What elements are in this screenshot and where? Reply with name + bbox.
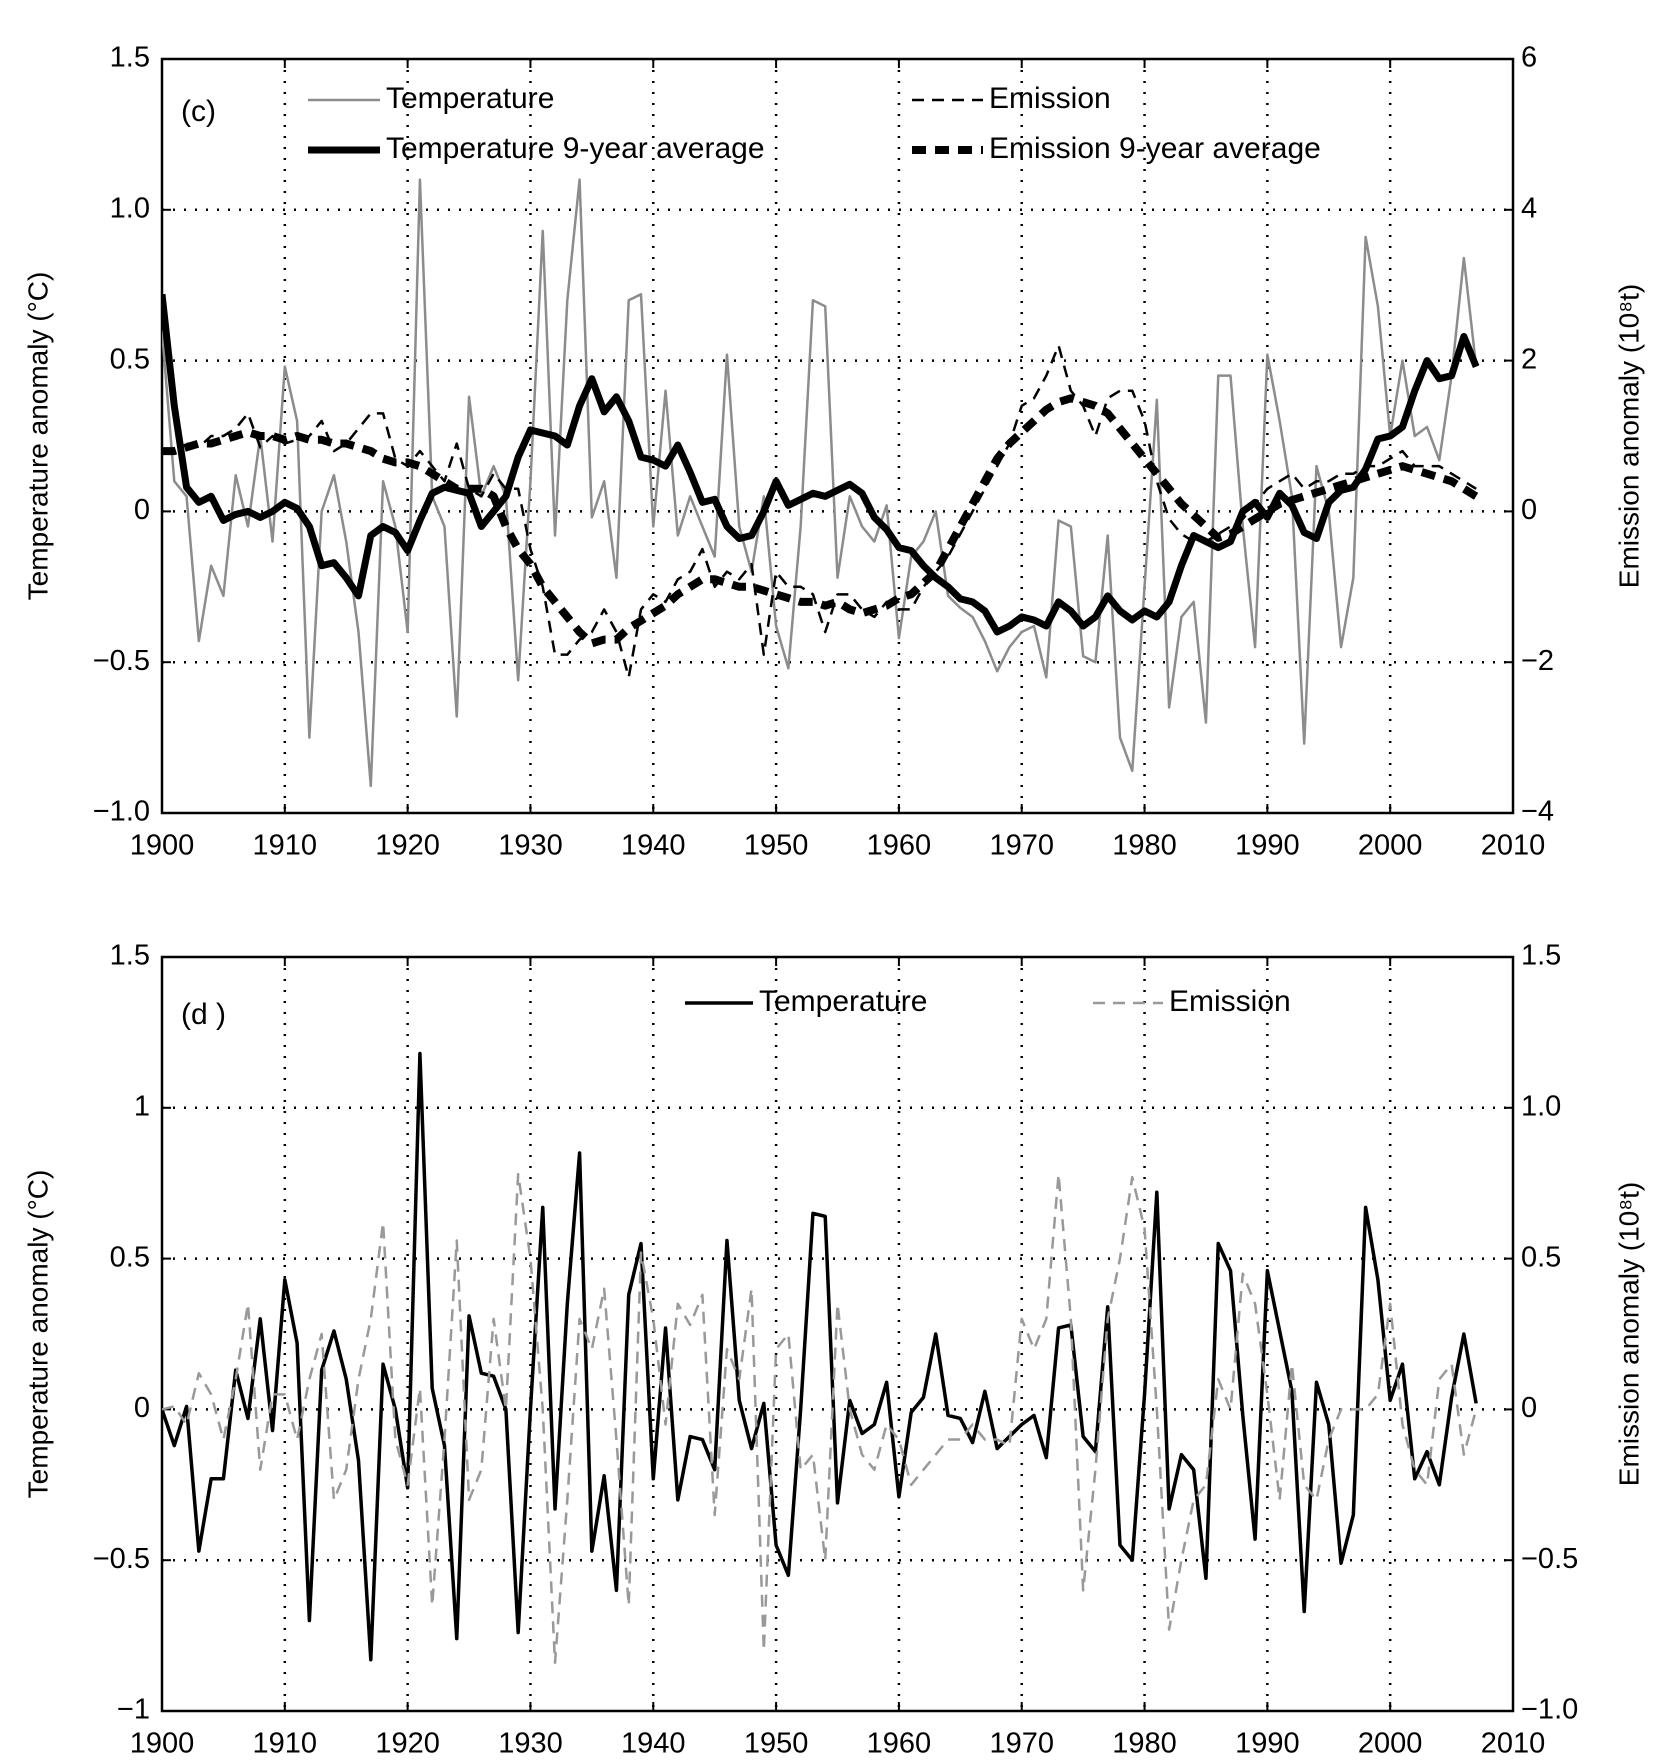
series-line: [162, 1172, 1478, 1664]
panel-label: (c): [181, 95, 216, 128]
series-line: [186, 344, 1477, 679]
x-tick-label: 1920: [375, 1728, 440, 1760]
series-line: [162, 394, 1479, 648]
y2-axis-label: Emission anomaly (10⁸t): [1613, 284, 1644, 588]
x-tick-label: 2010: [1481, 830, 1546, 862]
x-tick-label: 1970: [989, 830, 1054, 862]
x-tick-label: 1930: [498, 1728, 563, 1760]
x-tick-label: 1920: [375, 830, 440, 862]
legend-label: Emission: [989, 82, 1111, 115]
x-tick-label: 1940: [621, 830, 686, 862]
y-axis-label: Temperature anomaly (°C): [22, 272, 53, 601]
x-tick-label: 2000: [1358, 1728, 1423, 1760]
y2-tick-label: 0: [1521, 1392, 1537, 1424]
x-tick-label: 1980: [1112, 1728, 1177, 1760]
y-tick-label: 0.5: [110, 343, 150, 375]
y2-tick-label: −1.0: [1521, 1694, 1578, 1726]
x-tick-label: 1970: [989, 1728, 1054, 1760]
y-tick-label: 1.0: [110, 192, 150, 224]
y2-tick-label: 4: [1521, 192, 1537, 224]
x-tick-label: 1910: [253, 1728, 318, 1760]
y-tick-label: −1.0: [93, 796, 150, 828]
y-tick-label: −1: [117, 1694, 150, 1726]
y2-tick-label: −4: [1521, 796, 1554, 828]
x-tick-label: 2010: [1481, 1728, 1546, 1760]
x-tick-label: 1940: [621, 1728, 686, 1760]
y2-tick-label: 0: [1521, 494, 1537, 526]
x-tick-label: 1950: [744, 830, 809, 862]
x-tick-label: 1990: [1235, 1728, 1300, 1760]
series-line: [162, 178, 1478, 788]
panel: 1900 1910 1920 1930 1940 1950 1960 1970 1980 1990…: [22, 940, 1644, 1760]
legend-label: Temperature: [759, 985, 927, 1018]
x-tick-label: 1960: [867, 1728, 932, 1760]
y2-tick-label: 2: [1521, 343, 1537, 375]
y-tick-label: 1: [134, 1090, 150, 1122]
y2-axis-label: Emission anomaly (10⁸t): [1613, 1182, 1644, 1486]
y2-tick-label: −0.5: [1521, 1543, 1578, 1575]
plot-frame: [160, 955, 1515, 1713]
panel-label: (d ): [181, 998, 226, 1031]
x-tick-label: 2000: [1358, 830, 1423, 862]
y-tick-label: 1.5: [110, 42, 150, 74]
y-tick-label: −0.5: [93, 1543, 150, 1575]
y2-tick-label: 1.0: [1521, 1090, 1561, 1122]
x-tick-label: 1960: [867, 830, 932, 862]
panel: 1900 1910 1920 1930 1940 1950 1960 1970 1980 1990…: [22, 42, 1644, 862]
y2-tick-label: 1.5: [1521, 940, 1561, 972]
y-tick-label: 0: [134, 494, 150, 526]
y2-tick-label: 0.5: [1521, 1241, 1561, 1273]
y-tick-label: −0.5: [93, 645, 150, 677]
x-tick-label: 1980: [1112, 830, 1177, 862]
x-tick-label: 1930: [498, 830, 563, 862]
x-tick-label: 1910: [253, 830, 318, 862]
legend-label: Temperature: [386, 82, 554, 115]
series-line: [162, 1051, 1478, 1662]
y2-tick-label: −2: [1521, 645, 1554, 677]
y-tick-label: 0.5: [110, 1241, 150, 1273]
series-line: [162, 293, 1480, 636]
y-tick-label: 0: [134, 1392, 150, 1424]
legend-label: Emission 9-year average: [989, 132, 1321, 165]
y-tick-label: 1.5: [110, 940, 150, 972]
y2-tick-label: 6: [1521, 42, 1537, 74]
plot-frame: [160, 57, 1515, 815]
x-tick-label: 1950: [744, 1728, 809, 1760]
legend-label: Temperature 9-year average: [386, 132, 765, 165]
legend-label: Emission: [1169, 985, 1291, 1018]
y-axis-label: Temperature anomaly (°C): [22, 1170, 53, 1499]
x-tick-label: 1900: [130, 1728, 195, 1760]
x-tick-label: 1900: [130, 830, 195, 862]
x-tick-label: 1990: [1235, 830, 1300, 862]
